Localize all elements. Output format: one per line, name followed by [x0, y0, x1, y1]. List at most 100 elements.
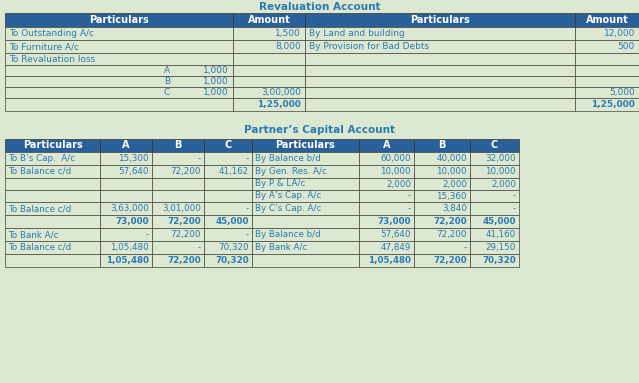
Text: 1,25,000: 1,25,000	[257, 100, 301, 109]
Text: 40,000: 40,000	[436, 154, 467, 163]
Bar	[100, 139, 152, 152]
Text: -: -	[246, 154, 249, 163]
Bar	[305, 65, 575, 76]
Bar	[414, 178, 470, 190]
Bar	[204, 139, 252, 152]
Text: 72,200: 72,200	[171, 230, 201, 239]
Text: 47,849: 47,849	[381, 243, 411, 252]
Bar	[359, 178, 414, 190]
Bar	[575, 53, 639, 65]
Bar	[359, 165, 414, 178]
Bar	[252, 215, 359, 228]
Bar	[5, 13, 233, 27]
Bar	[233, 53, 305, 65]
Bar	[359, 254, 414, 267]
Bar	[5, 40, 233, 53]
Text: 73,000: 73,000	[116, 217, 149, 226]
Bar	[233, 76, 305, 87]
Text: 2,000: 2,000	[442, 180, 467, 188]
Bar	[359, 215, 414, 228]
Bar	[470, 215, 519, 228]
Bar	[204, 215, 252, 228]
Bar	[204, 165, 252, 178]
Bar	[204, 178, 252, 190]
Text: 60,000: 60,000	[380, 154, 411, 163]
Text: 8,000: 8,000	[275, 42, 301, 51]
Bar	[152, 178, 204, 190]
Bar	[5, 87, 233, 98]
Bar	[252, 178, 359, 190]
Bar	[305, 40, 575, 53]
Text: To Bank A/c: To Bank A/c	[8, 230, 59, 239]
Bar	[470, 165, 519, 178]
Bar	[233, 65, 305, 76]
Text: C: C	[491, 141, 498, 151]
Bar	[414, 190, 470, 202]
Text: By A’s Cap. A/c: By A’s Cap. A/c	[255, 192, 321, 200]
Bar	[100, 202, 152, 215]
Text: To Balance c/d: To Balance c/d	[8, 243, 72, 252]
Text: To Outstanding A/c: To Outstanding A/c	[9, 29, 94, 38]
Bar	[204, 202, 252, 215]
Text: -: -	[513, 192, 516, 200]
Bar	[5, 139, 100, 152]
Bar	[5, 152, 100, 165]
Text: 41,160: 41,160	[486, 230, 516, 239]
Bar	[470, 152, 519, 165]
Text: 3,63,000: 3,63,000	[110, 204, 149, 213]
Bar	[204, 241, 252, 254]
Text: 32,000: 32,000	[486, 154, 516, 163]
Text: 45,000: 45,000	[215, 217, 249, 226]
Text: 72,200: 72,200	[433, 256, 467, 265]
Bar	[305, 53, 575, 65]
Text: By Gen. Res. A/c: By Gen. Res. A/c	[255, 167, 327, 176]
Text: A: A	[122, 141, 130, 151]
Bar	[414, 215, 470, 228]
Bar	[5, 53, 233, 65]
Bar	[5, 165, 100, 178]
Bar	[252, 228, 359, 241]
Bar	[575, 27, 639, 40]
Bar	[233, 13, 305, 27]
Text: By P & LA/c: By P & LA/c	[255, 180, 305, 188]
Text: To Revaluation loss: To Revaluation loss	[9, 54, 95, 64]
Bar	[100, 190, 152, 202]
Bar	[575, 98, 639, 111]
Bar	[575, 76, 639, 87]
Bar	[359, 228, 414, 241]
Text: By C’s Cap. A/c: By C’s Cap. A/c	[255, 204, 321, 213]
Bar	[575, 65, 639, 76]
Text: -: -	[513, 204, 516, 213]
Text: By Bank A/c: By Bank A/c	[255, 243, 307, 252]
Bar	[100, 178, 152, 190]
Bar	[359, 190, 414, 202]
Bar	[5, 65, 233, 76]
Bar	[5, 76, 233, 87]
Bar	[470, 241, 519, 254]
Bar	[470, 190, 519, 202]
Bar	[414, 139, 470, 152]
Bar	[470, 139, 519, 152]
Bar	[5, 202, 100, 215]
Text: A: A	[164, 66, 170, 75]
Text: -: -	[198, 154, 201, 163]
Text: -: -	[408, 204, 411, 213]
Bar	[5, 27, 233, 40]
Text: 45,000: 45,000	[482, 217, 516, 226]
Bar	[305, 27, 575, 40]
Text: 73,000: 73,000	[378, 217, 411, 226]
Text: 1,05,480: 1,05,480	[111, 243, 149, 252]
Bar	[470, 202, 519, 215]
Bar	[414, 241, 470, 254]
Text: -: -	[408, 192, 411, 200]
Bar	[252, 165, 359, 178]
Text: -: -	[198, 243, 201, 252]
Text: 1,000: 1,000	[203, 77, 229, 86]
Text: 1,500: 1,500	[275, 29, 301, 38]
Text: -: -	[246, 230, 249, 239]
Bar	[152, 202, 204, 215]
Text: 3,00,000: 3,00,000	[261, 88, 301, 97]
Text: 3,01,000: 3,01,000	[162, 204, 201, 213]
Bar	[152, 215, 204, 228]
Text: 57,640: 57,640	[118, 167, 149, 176]
